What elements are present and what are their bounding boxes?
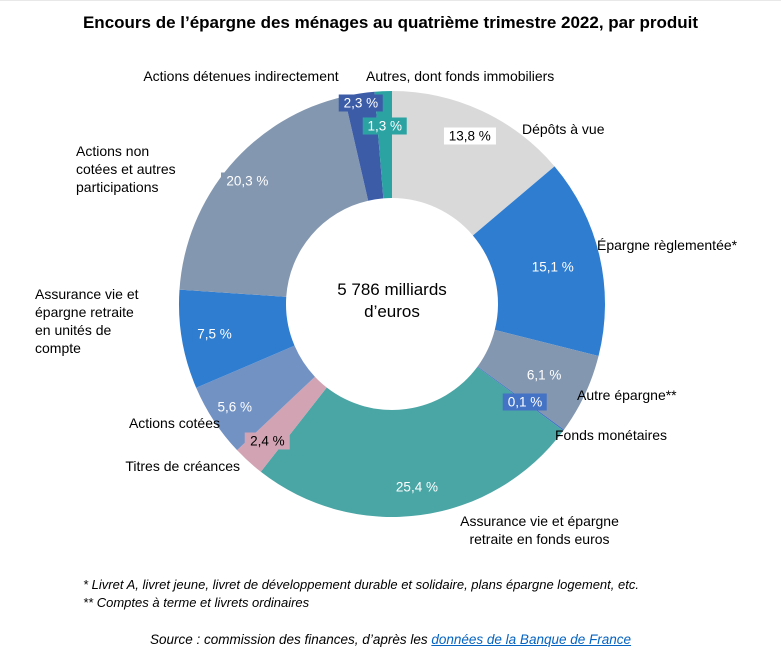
chart-title: Encours de l’épargne des ménages au quat… <box>82 13 699 32</box>
pie-slice <box>196 345 315 451</box>
percent-label: 13,8 % <box>443 127 496 145</box>
pie-slice <box>179 96 369 297</box>
source-text: Source : commission des finances, d’aprè… <box>149 632 432 647</box>
percent-label: 25,4 % <box>390 478 443 496</box>
percent-label: 7,5 % <box>192 325 237 343</box>
category-label-assurance-vie-unites-de-compte: Assurance vie et épargne retraite en uni… <box>35 286 139 356</box>
pie-slice <box>260 367 564 518</box>
percent-label: 2,3 % <box>338 94 384 112</box>
percent-label: 15,1 % <box>526 258 579 276</box>
category-label-actions-non-cotees: Actions non cotées et autres participati… <box>76 143 176 195</box>
percent-label: 20,3 % <box>221 172 274 190</box>
category-label-assurance-vie-fonds-euros: Assurance vie et épargne retraite en fon… <box>460 513 619 547</box>
category-label-autres-fonds-immobiliers: Autres, dont fonds immobiliers <box>366 68 555 84</box>
footnote-2: ** Comptes à terme et livrets ordinaires <box>83 595 310 610</box>
category-label-actions-cotees: Actions cotées <box>128 415 220 431</box>
percent-label: 6,1 % <box>521 366 567 384</box>
center-total-line2: d’euros <box>364 302 420 321</box>
footnote-1: * Livret A, livret jeune, livret de déve… <box>83 577 639 592</box>
category-label-actions-detenues-indirectement: Actions détenues indirectement <box>143 68 339 84</box>
category-label-titres-de-creances: Titres de créances <box>125 458 240 474</box>
percent-label: 1,3 % <box>362 117 407 135</box>
percent-label: 0,1 % <box>502 393 548 411</box>
percent-label: 5,6 % <box>212 398 258 416</box>
category-label-autre-epargne: Autre épargne** <box>577 387 677 403</box>
source-link[interactable]: données de la Banque de France <box>431 632 632 647</box>
category-label-depots-a-vue: Dépôts à vue <box>522 121 605 137</box>
source-line: Source : commission des finances, d’aprè… <box>0 632 781 647</box>
category-label-epargne-reglementee: Épargne règlementée* <box>597 237 738 253</box>
pie-slice <box>392 91 555 236</box>
center-total-line1: 5 786 milliards <box>337 280 447 299</box>
donut-center-label: 5 786 milliards d’euros <box>292 279 492 323</box>
category-label-fonds-monetaires: Fonds monétaires <box>555 427 668 443</box>
percent-label: 2,4 % <box>245 432 290 450</box>
